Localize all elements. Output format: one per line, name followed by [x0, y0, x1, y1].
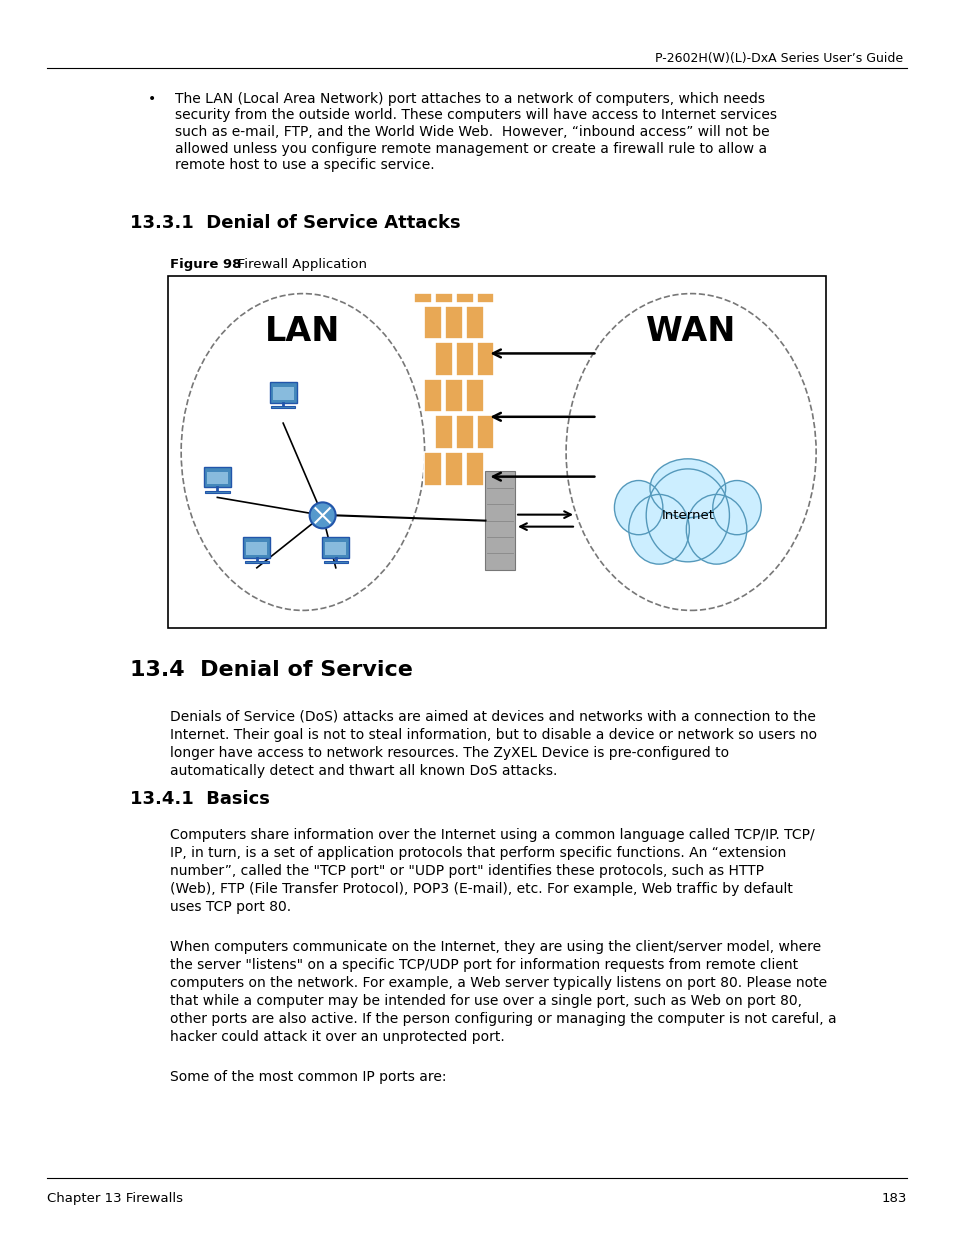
Bar — [325, 542, 346, 555]
Text: Chapter 13 Firewalls: Chapter 13 Firewalls — [47, 1192, 183, 1205]
Text: computers on the network. For example, a Web server typically listens on port 80: computers on the network. For example, a… — [170, 976, 826, 990]
Bar — [168, 275, 825, 629]
Text: When computers communicate on the Internet, they are using the client/server mod: When computers communicate on the Intern… — [170, 940, 821, 953]
Text: Some of the most common IP ports are:: Some of the most common IP ports are: — [170, 1070, 446, 1084]
Bar — [456, 342, 473, 375]
Ellipse shape — [565, 294, 815, 610]
Text: such as e-mail, FTP, and the World Wide Web.  However, “inbound access” will not: such as e-mail, FTP, and the World Wide … — [174, 125, 769, 140]
Text: WAN: WAN — [646, 315, 735, 348]
Text: Internet: Internet — [660, 509, 714, 522]
Text: longer have access to network resources. The ZyXEL Device is pre-configured to: longer have access to network resources.… — [170, 746, 728, 760]
Bar — [424, 305, 442, 340]
Text: LAN: LAN — [265, 315, 340, 348]
Bar — [466, 305, 483, 340]
Text: uses TCP port 80.: uses TCP port 80. — [170, 900, 291, 914]
Ellipse shape — [628, 494, 689, 564]
Bar — [435, 415, 453, 450]
Circle shape — [310, 503, 335, 529]
Bar — [244, 561, 269, 563]
Text: (Web), FTP (File Transfer Protocol), POP3 (E-mail), etc. For example, Web traffi: (Web), FTP (File Transfer Protocol), POP… — [170, 882, 792, 897]
Ellipse shape — [181, 294, 424, 610]
Text: The LAN (Local Area Network) port attaches to a network of computers, which need: The LAN (Local Area Network) port attach… — [174, 91, 764, 106]
Bar — [271, 406, 295, 409]
Text: Denials of Service (DoS) attacks are aimed at devices and networks with a connec: Denials of Service (DoS) attacks are aim… — [170, 710, 815, 724]
Bar — [445, 305, 462, 340]
Bar — [243, 537, 270, 557]
Text: automatically detect and thwart all known DoS attacks.: automatically detect and thwart all know… — [170, 764, 557, 778]
Bar — [424, 379, 442, 412]
Bar — [445, 452, 462, 485]
Ellipse shape — [685, 494, 746, 564]
Bar — [414, 293, 432, 303]
Bar — [456, 293, 473, 303]
Bar — [466, 452, 483, 485]
Ellipse shape — [712, 480, 760, 535]
Text: the server "listens" on a specific TCP/UDP port for information requests from re: the server "listens" on a specific TCP/U… — [170, 958, 798, 972]
Bar — [435, 293, 453, 303]
Bar — [485, 472, 515, 569]
Text: that while a computer may be intended for use over a single port, such as Web on: that while a computer may be intended fo… — [170, 994, 801, 1008]
Text: allowed unless you configure remote management or create a firewall rule to allo: allowed unless you configure remote mana… — [174, 142, 766, 156]
Bar — [476, 415, 494, 450]
Ellipse shape — [645, 469, 729, 562]
Bar — [424, 452, 442, 485]
Text: IP, in turn, is a set of application protocols that perform specific functions. : IP, in turn, is a set of application pro… — [170, 846, 785, 860]
Text: 13.3.1  Denial of Service Attacks: 13.3.1 Denial of Service Attacks — [130, 214, 460, 232]
Bar — [456, 415, 473, 450]
Ellipse shape — [614, 480, 662, 535]
Text: •: • — [148, 91, 156, 106]
Text: 13.4.1  Basics: 13.4.1 Basics — [130, 790, 270, 808]
Text: security from the outside world. These computers will have access to Internet se: security from the outside world. These c… — [174, 109, 776, 122]
Bar — [476, 342, 494, 375]
Text: other ports are also active. If the person configuring or managing the computer : other ports are also active. If the pers… — [170, 1011, 836, 1026]
Bar — [205, 490, 230, 493]
Bar — [476, 293, 494, 303]
Text: P-2602H(W)(L)-DxA Series User’s Guide: P-2602H(W)(L)-DxA Series User’s Guide — [654, 52, 902, 65]
Bar — [322, 537, 349, 557]
Bar — [273, 388, 294, 400]
Bar — [323, 561, 348, 563]
Text: hacker could attack it over an unprotected port.: hacker could attack it over an unprotect… — [170, 1030, 504, 1044]
Text: 183: 183 — [881, 1192, 906, 1205]
Bar — [466, 379, 483, 412]
Text: 13.4  Denial of Service: 13.4 Denial of Service — [130, 659, 413, 680]
Bar — [246, 542, 267, 555]
Bar — [207, 472, 228, 484]
Bar — [270, 383, 296, 403]
Text: Internet. Their goal is not to steal information, but to disable a device or net: Internet. Their goal is not to steal inf… — [170, 727, 817, 742]
Text: Figure 98: Figure 98 — [170, 258, 241, 270]
Text: Computers share information over the Internet using a common language called TCP: Computers share information over the Int… — [170, 827, 814, 842]
Bar — [204, 467, 231, 487]
Bar — [445, 379, 462, 412]
Text: Firewall Application: Firewall Application — [225, 258, 367, 270]
Text: remote host to use a specific service.: remote host to use a specific service. — [174, 158, 435, 172]
Bar — [435, 342, 453, 375]
Ellipse shape — [649, 459, 725, 517]
Text: number”, called the "TCP port" or "UDP port" identifies these protocols, such as: number”, called the "TCP port" or "UDP p… — [170, 864, 763, 878]
